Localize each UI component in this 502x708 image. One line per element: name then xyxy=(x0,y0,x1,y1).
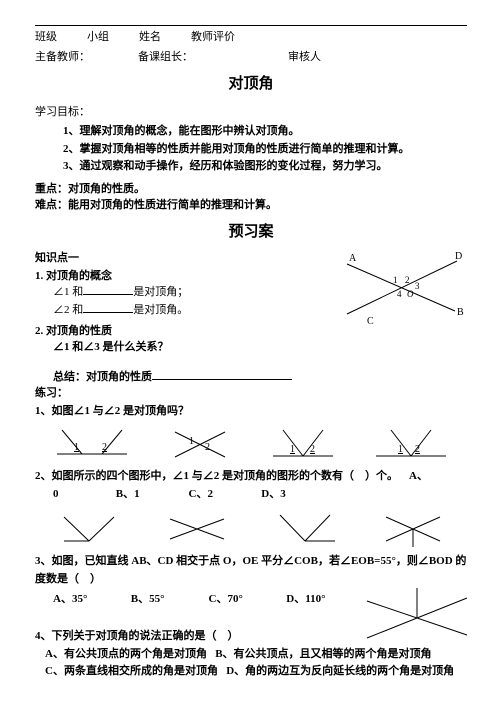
name-label: 姓名 xyxy=(139,28,161,44)
svg-text:1: 1 xyxy=(290,444,295,455)
q4-optA: A、有公共顶点的两个角是对顶角 xyxy=(45,648,207,660)
q2-fig-a xyxy=(54,507,124,549)
q2-fig-c xyxy=(270,507,340,549)
svg-text:3: 3 xyxy=(415,281,420,291)
q4-optC: C、两条直线相交所成的角是对顶角 xyxy=(45,665,218,677)
q2-fig-b xyxy=(162,507,232,549)
svg-text:4: 4 xyxy=(397,289,402,299)
goals-heading: 学习目标： xyxy=(35,103,467,119)
q2-figures xyxy=(35,507,467,549)
preview-title: 预习案 xyxy=(35,220,467,241)
svg-text:2: 2 xyxy=(310,444,315,455)
goal-2: 2、掌握对顶角相等的性质并能用对顶角的性质进行简单的推理和计算。 xyxy=(63,141,467,159)
prep-leader-label: 备课组长： xyxy=(138,48,193,64)
kp1-summary: 总结：对顶角的性质 xyxy=(53,371,152,383)
teacher-eval-label: 教师评价 xyxy=(191,28,235,44)
q2-stem-end: ）个。 xyxy=(365,470,398,482)
goal-3: 3、通过观察和动手操作，经历和体验图形的变化过程，努力学习。 xyxy=(63,158,467,176)
q4-optD: D、角的两边互为反向延长线的两个角是对顶角 xyxy=(226,665,454,677)
page-title: 对顶角 xyxy=(35,72,467,93)
q2-fig-d xyxy=(378,507,448,549)
q3-stem3: ） xyxy=(90,573,101,585)
kp1-practice: 练习： xyxy=(35,384,467,400)
q2-stem: 2、如图所示的四个图形中，∠1 与∠2 是对顶角的图形的个数有（ xyxy=(35,470,354,482)
main-teacher-label: 主备教师： xyxy=(35,48,90,64)
svg-text:1: 1 xyxy=(398,444,403,455)
svg-text:D: D xyxy=(455,251,462,262)
svg-text:O: O xyxy=(407,289,414,299)
kp1-p1d: 是对顶角。 xyxy=(133,304,188,316)
kp1-block: A D B C 1 2 3 4 O 知识点一 1. 对顶角的概念 ∠1 和是对顶… xyxy=(35,249,467,400)
kp1-p1a: ∠1 和 xyxy=(53,286,83,298)
header-row-2: 主备教师： 备课组长： 审核人 xyxy=(35,48,467,64)
group-label: 小组 xyxy=(87,28,109,44)
difficulty-text: 能用对顶角的性质进行简单的推理和计算。 xyxy=(68,199,277,211)
blank-1 xyxy=(83,283,133,295)
q1-fig-a: 1 2 xyxy=(52,422,132,464)
keypoint-label: 重点： xyxy=(35,183,68,195)
svg-text:B: B xyxy=(457,307,464,318)
kp1-figure: A D B C 1 2 3 4 O xyxy=(337,249,467,329)
q4-stem-end: ） xyxy=(228,630,239,642)
q1-fig-b: 1 2 xyxy=(165,422,235,464)
svg-text:A: A xyxy=(349,253,357,264)
q3-optA: A、35° xyxy=(53,591,128,609)
q1-text: 1、如图∠1 与∠2 是对顶角吗？ xyxy=(35,402,467,418)
blank-2 xyxy=(83,301,133,313)
svg-text:1: 1 xyxy=(189,436,194,447)
q2-opts: 0 B、1 C、2 D、3 xyxy=(53,486,467,504)
svg-text:1: 1 xyxy=(393,275,398,285)
class-label: 班级 xyxy=(35,28,57,44)
blank-summary xyxy=(152,368,292,380)
svg-text:2: 2 xyxy=(102,442,107,453)
q3-block: 3、如图，已知直线 AB、CD 相交于点 O，OE 平分∠COB，若∠EOB=5… xyxy=(35,553,467,608)
q4-opts-row2: C、两条直线相交所成的角是对顶角 D、角的两边互为反向延长线的两个角是对顶角 xyxy=(45,663,467,681)
header-row-1: 班级 小组 姓名 教师评价 xyxy=(35,28,467,44)
kp1-p1b: 是对顶角； xyxy=(133,286,188,298)
goal-1: 1、理解对顶角的概念，能在图形中辨认对顶角。 xyxy=(63,123,467,141)
q3-optC: C、70° xyxy=(209,591,284,609)
q4-stem: 4、下列关于对顶角的说法正确的是（ xyxy=(35,630,217,642)
svg-text:C: C xyxy=(367,316,374,327)
svg-text:2: 2 xyxy=(415,444,420,455)
q2-optD: D、3 xyxy=(261,486,331,504)
q2-optB: B、1 xyxy=(116,486,186,504)
q1-fig-d: 1 2 xyxy=(371,422,451,464)
q1-figures: 1 2 1 2 1 2 1 2 xyxy=(35,422,467,464)
kp1-p2q: ∠1 和∠3 是什么关系？ xyxy=(53,338,467,354)
q3-stem2: 度数是（ xyxy=(35,573,79,585)
difficulty-label: 难点： xyxy=(35,199,68,211)
q3-stem1: 3、如图，已知直线 AB、CD 相交于点 O，OE 平分∠COB，若∠EOB=5… xyxy=(35,553,467,571)
q2-row: 2、如图所示的四个图形中，∠1 与∠2 是对顶角的图形的个数有（ ）个。 A、 xyxy=(35,468,467,486)
reviewer-label: 审核人 xyxy=(288,48,321,64)
svg-text:2: 2 xyxy=(205,442,210,453)
q3-optB: B、55° xyxy=(131,591,206,609)
q3-optD: D、110° xyxy=(286,591,361,609)
svg-text:1: 1 xyxy=(74,442,79,453)
q1-fig-c: 1 2 xyxy=(268,422,338,464)
top-rule xyxy=(35,25,467,26)
svg-text:2: 2 xyxy=(405,275,410,285)
q2-optC: C、2 xyxy=(189,486,259,504)
q3-figure xyxy=(357,583,477,653)
keypoint-text: 对顶角的性质。 xyxy=(68,183,145,195)
kp1-p1c: ∠2 和 xyxy=(53,304,83,316)
q2-optA-inline: A、 xyxy=(409,470,428,482)
